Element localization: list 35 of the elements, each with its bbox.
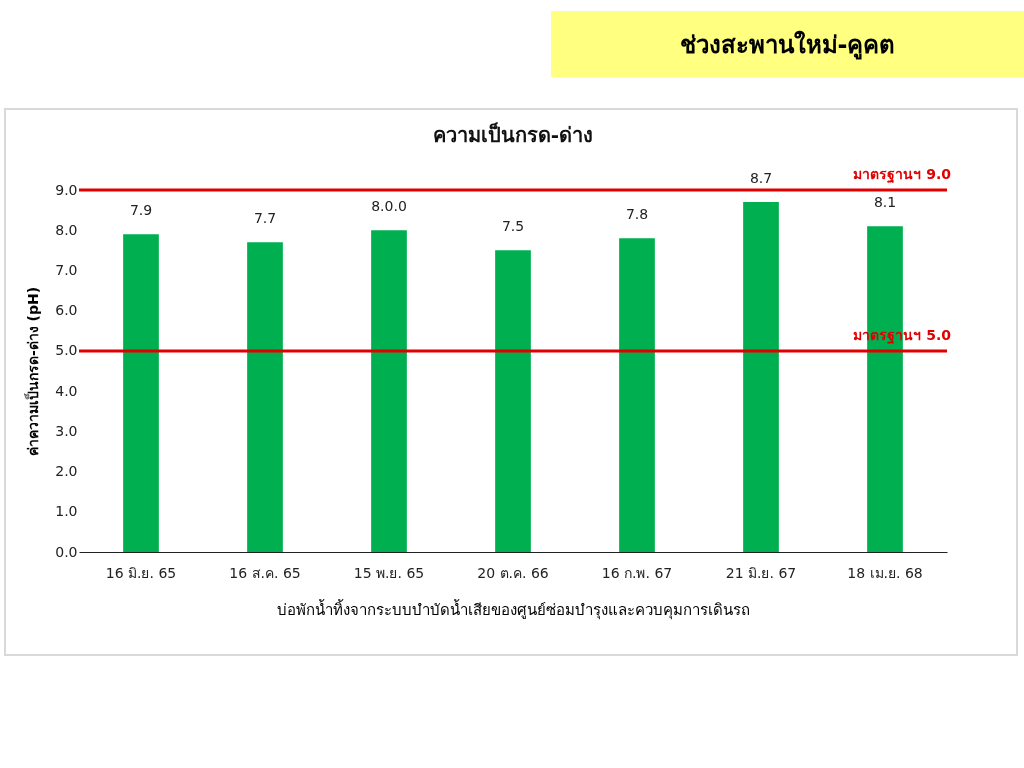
x-tick-label: 18 เม.ย. 68 (847, 564, 923, 581)
data-label: 7.9 (129, 202, 153, 219)
x-tick-label: 16 ก.พ. 67 (601, 564, 673, 581)
y-tick-label: 7.0 (55, 261, 78, 278)
y-tick-label: 1.0 (55, 503, 78, 520)
y-tick-label: 0.0 (55, 543, 78, 560)
y-tick-label: 8.0 (55, 221, 78, 238)
data-label: 8.1 (873, 194, 897, 211)
y-axis-title: ค่าความเป็นกรด-ด่าง (pH) (24, 286, 42, 457)
y-tick-label: 9.0 (55, 181, 78, 198)
bar (247, 242, 283, 552)
y-tick-label: 2.0 (55, 463, 78, 480)
bar (123, 234, 159, 552)
data-label: 8.0.0 (371, 198, 407, 215)
x-tick-label: 16 ส.ค. 65 (229, 564, 301, 581)
bar (371, 230, 407, 552)
chart-subtitle: ช่วงสะพานใหม่-คูคต (551, 11, 1024, 77)
x-tick-label: 16 มิ.ย. 65 (105, 564, 177, 581)
bar (743, 202, 779, 552)
y-tick-label: 4.0 (55, 382, 78, 399)
data-label: 7.7 (253, 210, 277, 227)
y-tick-label: 5.0 (55, 342, 78, 359)
ref-line-label: มาตรฐานฯ 9.0 (853, 166, 952, 184)
data-label: 7.8 (625, 206, 649, 223)
data-label: 8.7 (749, 170, 773, 187)
x-tick-label: 21 มิ.ย. 67 (725, 564, 797, 581)
x-tick-label: 15 พ.ย. 65 (353, 564, 425, 581)
chart-title: ความเป็นกรด-ด่าง (432, 122, 594, 147)
bar (495, 250, 531, 552)
x-axis-title: บ่อพักน้ำทิ้งจากระบบบำบัดน้ำเสียของศูนย์ซ่อมบำรุงและควบคุมการเดินรถ (277, 598, 750, 620)
data-label: 7.5 (501, 218, 525, 235)
y-tick-label: 3.0 (55, 422, 78, 439)
bar (619, 238, 655, 552)
y-tick-label: 6.0 (55, 302, 78, 319)
x-tick-label: 20 ต.ค. 66 (477, 564, 549, 581)
